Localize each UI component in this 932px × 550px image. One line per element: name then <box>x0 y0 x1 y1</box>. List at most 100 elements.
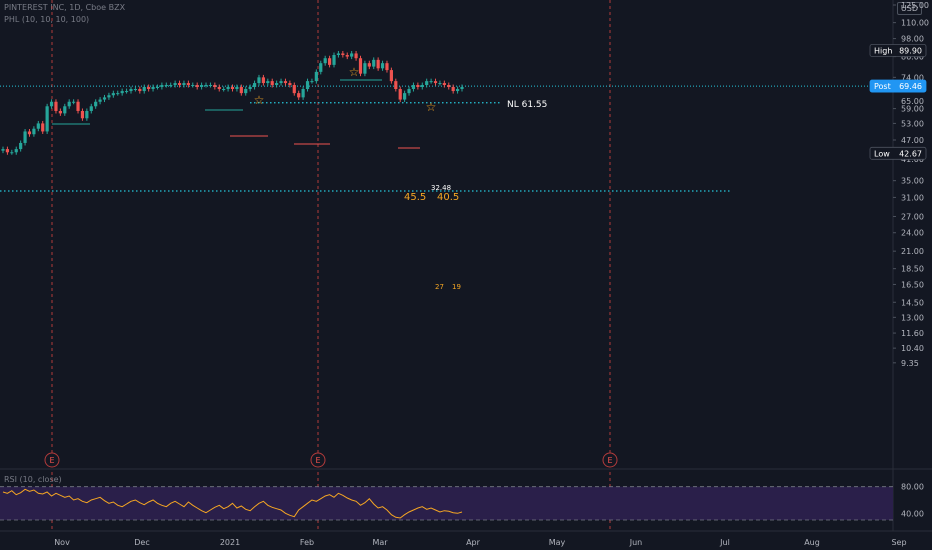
rsi-tick-label: 80.00 <box>901 483 924 492</box>
candle-body <box>14 149 18 153</box>
candle-body <box>1 149 5 151</box>
candle-body <box>403 93 407 100</box>
y-tick-label: 14.50 <box>901 298 924 307</box>
candle-body <box>186 83 190 86</box>
level-label: 32.48 <box>431 184 451 192</box>
candle-body <box>204 85 208 87</box>
y-tick-label: 27.00 <box>901 212 924 221</box>
symbol-line: PINTEREST INC, 1D, Cboe BZX <box>4 3 126 12</box>
candle-body <box>222 89 226 91</box>
earnings-marker-label: E <box>607 456 612 465</box>
candle-body <box>208 85 213 87</box>
candle-body <box>19 142 23 150</box>
y-tick-label: 16.50 <box>901 280 924 289</box>
y-tick-label: 35.00 <box>901 177 924 186</box>
target-annotation: 19 <box>452 283 461 291</box>
candle-body <box>297 93 301 98</box>
earnings-marker-label: E <box>49 456 54 465</box>
candle-body <box>416 85 420 88</box>
candle-body <box>376 59 380 69</box>
candle-body <box>372 59 376 67</box>
x-tick-label: Jul <box>719 538 730 547</box>
candle-body <box>288 83 292 86</box>
candle-body <box>138 89 142 92</box>
earnings-marker <box>44 452 60 468</box>
candle-body <box>116 93 120 95</box>
candle-body <box>85 110 89 119</box>
x-tick-label: Sep <box>891 538 906 547</box>
x-tick-label: 2021 <box>220 538 240 547</box>
candle-body <box>67 101 71 107</box>
candle-body <box>319 63 323 72</box>
candle-body <box>420 85 424 88</box>
candle-body <box>455 89 460 92</box>
candle-body <box>248 87 252 90</box>
candle-body <box>389 70 393 82</box>
candle-body <box>244 89 248 94</box>
target-annotation: 27 <box>435 283 444 291</box>
indicator-line: PHL (10, 10, 10, 100) <box>4 15 90 24</box>
candle-body <box>380 63 385 69</box>
candle-body <box>76 101 80 111</box>
star-icon: ☆ <box>349 65 360 79</box>
y-tick-label: 53.00 <box>901 119 924 128</box>
candle-body <box>367 63 371 67</box>
y-tick-label: 47.00 <box>901 136 924 145</box>
y-tick-label: 31.00 <box>901 193 924 202</box>
candle-body <box>270 81 274 86</box>
rsi-band <box>0 486 893 520</box>
price-label-value: 42.67 <box>899 149 922 158</box>
currency-button[interactable]: USD <box>896 2 922 15</box>
y-tick-label: 74.00 <box>901 73 924 82</box>
candle-body <box>283 81 288 84</box>
x-tick-label: Apr <box>466 538 481 547</box>
earnings-marker <box>602 452 618 468</box>
candle-body <box>230 87 235 90</box>
candle-body <box>107 95 111 98</box>
candle-body <box>120 91 124 94</box>
candle-body <box>98 99 102 102</box>
x-tick-label: Dec <box>134 538 149 547</box>
x-tick-label: Aug <box>804 538 820 547</box>
candle-body <box>58 110 62 114</box>
candle-body <box>217 87 221 90</box>
candle-body <box>27 131 32 135</box>
candle-body <box>80 110 85 119</box>
candle-body <box>345 55 349 57</box>
candle-body <box>354 53 358 59</box>
candle-body <box>327 58 332 65</box>
y-tick-label: 18.50 <box>901 265 924 274</box>
candle-body <box>433 81 438 84</box>
candle-body <box>279 81 283 84</box>
candle-body <box>332 55 336 65</box>
candle-body <box>195 85 199 88</box>
candle-body <box>239 87 243 94</box>
candle-body <box>23 131 27 143</box>
candle-body <box>358 58 363 74</box>
candle-body <box>72 101 76 103</box>
candle-body <box>301 89 305 98</box>
x-tick-label: May <box>549 538 566 547</box>
candle-body <box>129 89 133 92</box>
candle-body <box>257 77 261 84</box>
y-tick-label: 21.00 <box>901 247 924 256</box>
candle-body <box>398 89 402 100</box>
candle-body <box>111 93 115 96</box>
candle-body <box>155 87 160 89</box>
price-label-box <box>869 146 927 160</box>
candle-body <box>41 123 45 132</box>
candle-body <box>124 91 129 93</box>
candle-body <box>10 152 14 154</box>
candle-body <box>32 128 36 135</box>
y-tick-label: 86.00 <box>901 53 924 62</box>
candle-body <box>310 81 314 83</box>
candle-body <box>133 89 138 91</box>
candle-body <box>363 63 367 74</box>
chart-symbol-legend: PINTEREST INC, 1D, Cboe BZX <box>4 3 125 12</box>
candle-body <box>213 85 217 88</box>
candle-body <box>5 149 10 153</box>
price-label-name: High <box>874 46 892 55</box>
candle-body <box>350 53 354 57</box>
candle-body <box>314 71 318 82</box>
